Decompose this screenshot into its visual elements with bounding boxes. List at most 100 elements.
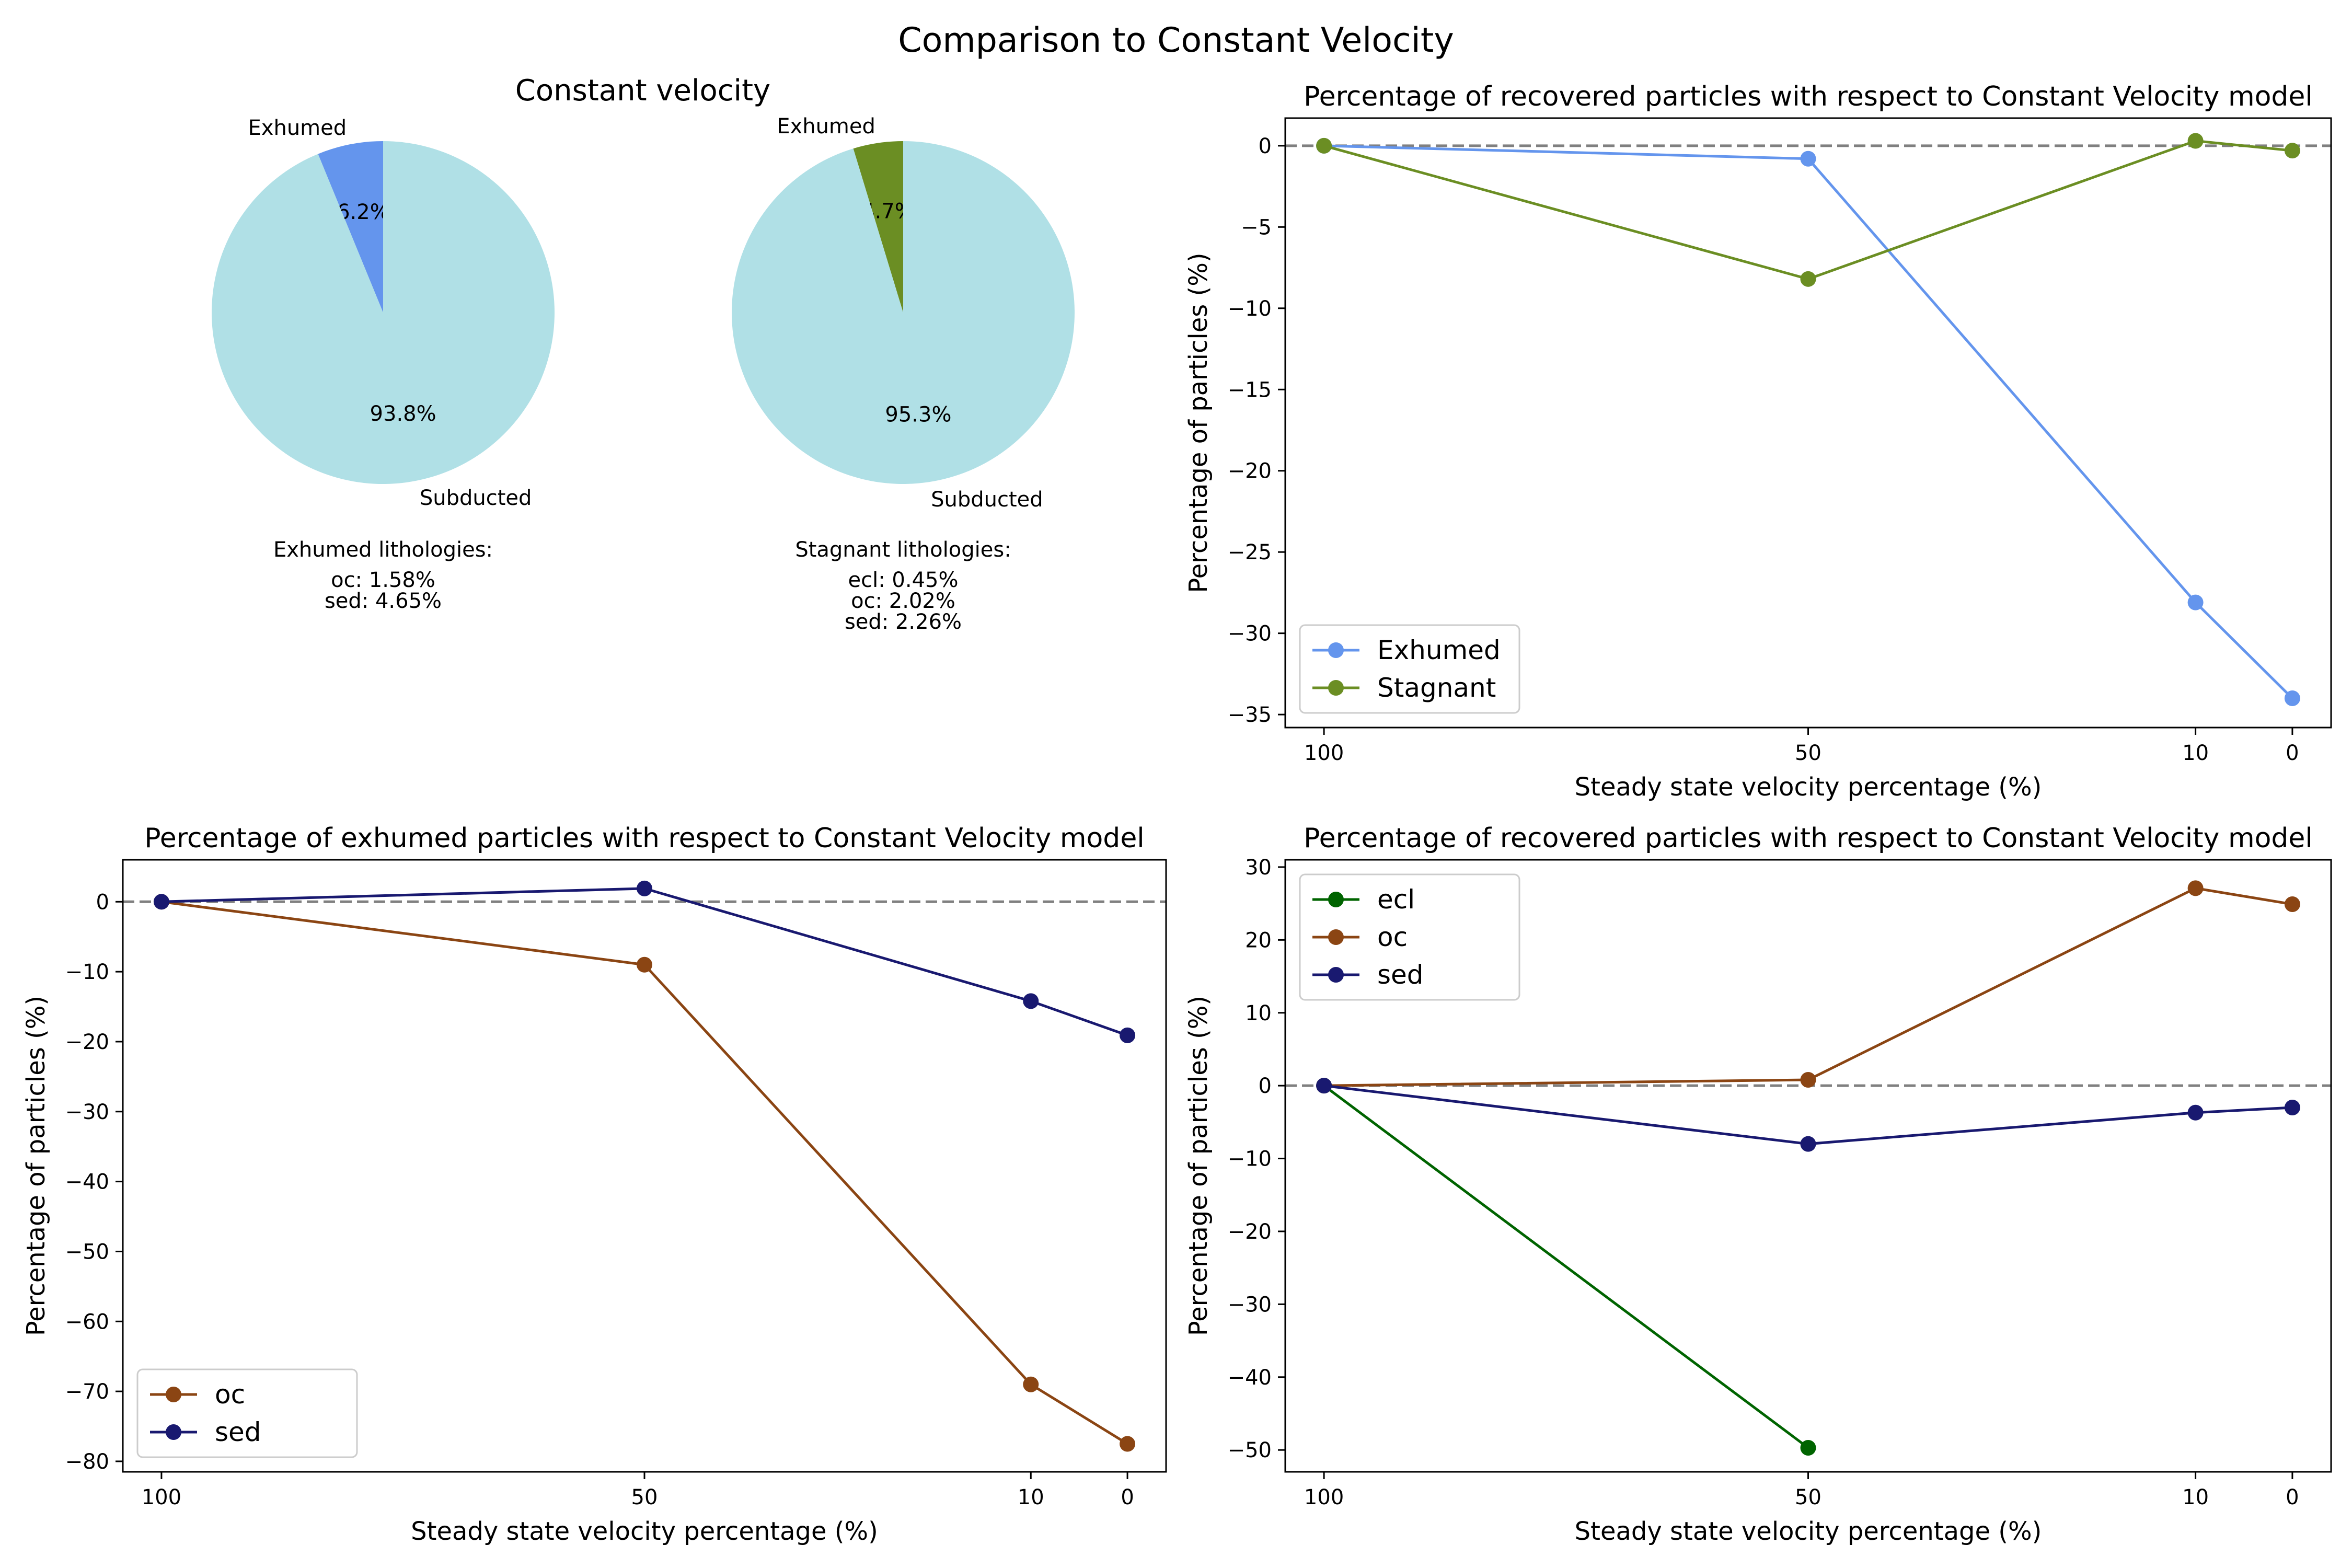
y-tick-label: −20 xyxy=(1228,1220,1272,1244)
legend-swatch-marker xyxy=(1328,892,1344,907)
y-tick-label: −5 xyxy=(1241,215,1272,239)
y-tick-label: −60 xyxy=(65,1310,109,1334)
series-line-stagnant xyxy=(1323,139,2293,281)
pie-pct-label: 95.3% xyxy=(885,403,951,427)
y-tick-label: −20 xyxy=(65,1030,109,1054)
data-point-oc xyxy=(1800,1072,1816,1088)
pie-info-line: oc: 1.58% xyxy=(331,568,435,592)
y-tick-label: 30 xyxy=(1245,856,1272,880)
x-tick-label: 10 xyxy=(1018,1485,1044,1509)
pie-slice-label: Subducted xyxy=(420,486,532,510)
series-line-ecl xyxy=(1323,1085,1809,1449)
data-point-sed xyxy=(637,880,652,896)
pie-pct-label: 93.8% xyxy=(370,402,436,426)
pie-pct-label: 6.2% xyxy=(337,200,390,224)
legend-swatch-marker xyxy=(1328,680,1344,696)
pie-slice-exhumed xyxy=(318,141,383,313)
pie-slice-label: Subducted xyxy=(931,488,1043,512)
x-tick-label: 100 xyxy=(1304,741,1344,765)
legend-label: ecl xyxy=(1377,884,1415,915)
legend-box xyxy=(136,1368,358,1458)
chart-title: Percentage of exhumed particles with res… xyxy=(144,823,1145,854)
x-axis-label: Steady state velocity percentage (%) xyxy=(1575,773,2042,802)
pie-info-title: Exhumed lithologies: xyxy=(273,538,493,562)
legend-swatch-marker xyxy=(166,1387,181,1402)
x-tick-label: 0 xyxy=(2286,1485,2299,1509)
data-point-exhumed xyxy=(2187,594,2204,610)
pie-slice-exhumed xyxy=(853,141,903,313)
x-tick-label: 100 xyxy=(142,1485,181,1509)
data-point-oc xyxy=(2284,896,2300,913)
y-tick-label: −35 xyxy=(1228,703,1272,727)
figure-suptitle: Comparison to Constant Velocity xyxy=(898,21,1454,60)
x-tick-label: 50 xyxy=(631,1485,658,1509)
data-point-sed xyxy=(2187,1104,2204,1121)
legend-label: oc xyxy=(215,1379,245,1410)
y-tick-label: −30 xyxy=(65,1100,109,1124)
series-line-sed xyxy=(1323,1084,2293,1146)
legend-label: Exhumed xyxy=(1377,635,1501,665)
data-point-oc xyxy=(2187,880,2204,896)
legend-swatch-marker xyxy=(1328,967,1344,983)
data-point-exhumed xyxy=(2284,690,2300,707)
x-tick-label: 50 xyxy=(1795,741,1821,765)
series-line-oc xyxy=(161,900,1128,1445)
pie-chart-1: 6.2% Exhumed 93.8% Subducted Exhumed litholo… xyxy=(212,116,555,613)
pie-slice-subducted xyxy=(731,141,1075,485)
legend: oc sed xyxy=(136,1368,358,1458)
data-point-oc xyxy=(637,956,652,973)
pie-info-line: sed: 4.65% xyxy=(325,589,442,613)
pie-info-line: oc: 2.02% xyxy=(851,589,955,613)
x-tick-label: 10 xyxy=(2182,1485,2209,1509)
series-line-sed xyxy=(161,887,1128,1037)
legend-swatch-marker xyxy=(166,1424,181,1440)
y-tick-label: −10 xyxy=(1228,297,1272,321)
series-line-exhumed xyxy=(1324,144,2293,699)
data-point-sed xyxy=(2284,1099,2300,1115)
y-tick-label: −15 xyxy=(1228,378,1272,402)
data-point-exhumed xyxy=(1800,151,1816,167)
legend-label: oc xyxy=(1377,922,1408,952)
pie-info-line: ecl: 0.45% xyxy=(848,568,959,592)
y-axis-label: Percentage of particles (%) xyxy=(1184,252,1213,593)
line-chart-2: Percentage of exhumed particles with res… xyxy=(21,823,1167,1546)
y-tick-label: −40 xyxy=(1228,1366,1272,1390)
x-tick-label: 0 xyxy=(2286,741,2299,765)
x-tick-label: 100 xyxy=(1304,1485,1344,1509)
y-tick-label: 0 xyxy=(96,890,109,914)
data-point-stagnant xyxy=(2187,133,2204,149)
data-point-sed xyxy=(1120,1027,1136,1043)
data-point-stagnant xyxy=(2284,143,2300,159)
y-tick-label: 20 xyxy=(1245,928,1272,952)
x-tick-label: 10 xyxy=(2182,741,2209,765)
y-tick-label: −20 xyxy=(1228,459,1272,483)
data-point-oc xyxy=(1120,1436,1136,1452)
pie-info-line: sed: 2.26% xyxy=(845,610,962,634)
pie-slice-label: Exhumed xyxy=(777,114,875,139)
y-tick-label: −50 xyxy=(1228,1438,1272,1462)
y-axis-label: Percentage of particles (%) xyxy=(21,996,51,1336)
y-tick-label: 10 xyxy=(1245,1001,1272,1025)
y-tick-label: −10 xyxy=(65,960,109,984)
series-line-oc xyxy=(1324,886,2293,1087)
line-chart-3: Percentage of recovered particles with r… xyxy=(1184,823,2332,1546)
pie-slice-label: Exhumed xyxy=(248,116,347,140)
y-tick-label: −10 xyxy=(1228,1147,1272,1171)
y-tick-label: 0 xyxy=(1259,134,1272,158)
legend-label: sed xyxy=(215,1417,261,1447)
y-tick-label: −25 xyxy=(1228,540,1272,564)
y-tick-label: −30 xyxy=(1228,622,1272,646)
legend: Exhumed Stagnant xyxy=(1299,624,1520,714)
data-point-sed xyxy=(1800,1136,1816,1152)
x-tick-label: 50 xyxy=(1795,1485,1821,1509)
data-point-oc xyxy=(1023,1376,1039,1392)
y-tick-label: 0 xyxy=(1259,1074,1272,1098)
x-axis-label: Steady state velocity percentage (%) xyxy=(1575,1517,2042,1546)
legend-swatch-marker xyxy=(1328,929,1344,945)
pie-slice-subducted xyxy=(212,141,555,485)
y-axis-label: Percentage of particles (%) xyxy=(1184,996,1213,1336)
data-point-stagnant xyxy=(1316,137,1332,154)
pie-panel-title: Constant velocity xyxy=(515,74,770,108)
